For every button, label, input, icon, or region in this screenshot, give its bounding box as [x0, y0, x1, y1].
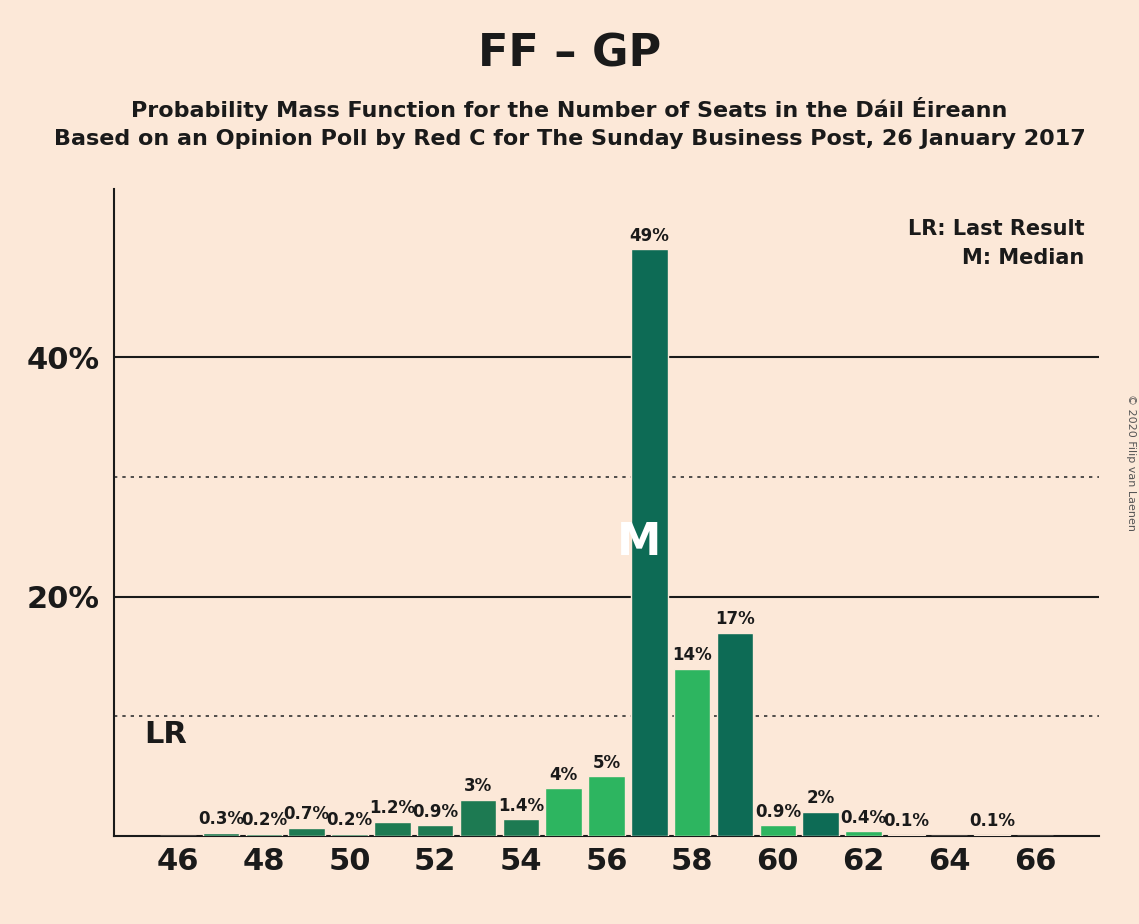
Bar [974, 835, 1010, 836]
Text: 0.4%: 0.4% [841, 808, 886, 827]
Bar [203, 833, 239, 836]
Bar [589, 776, 624, 836]
Bar [888, 835, 925, 836]
Text: M: M [616, 521, 661, 565]
Text: 0.7%: 0.7% [284, 805, 329, 823]
Text: 0.3%: 0.3% [198, 809, 244, 828]
Text: 0.9%: 0.9% [412, 803, 458, 821]
Text: LR: LR [144, 720, 187, 749]
Text: LR: Last Result: LR: Last Result [908, 218, 1084, 238]
Bar [631, 249, 667, 836]
Text: 1.4%: 1.4% [498, 796, 544, 815]
Text: 2%: 2% [806, 789, 835, 808]
Text: 14%: 14% [672, 646, 712, 663]
Bar [331, 833, 368, 836]
Text: 0.2%: 0.2% [240, 811, 287, 829]
Text: 0.1%: 0.1% [969, 812, 1015, 831]
Bar [760, 825, 796, 836]
Text: M: Median: M: Median [962, 248, 1084, 268]
Bar [288, 828, 325, 836]
Bar [374, 821, 410, 836]
Text: © 2020 Filip van Laenen: © 2020 Filip van Laenen [1126, 394, 1136, 530]
Text: 0.9%: 0.9% [755, 803, 801, 821]
Bar [246, 833, 282, 836]
Bar [716, 633, 753, 836]
Bar [502, 820, 539, 836]
Bar [417, 825, 453, 836]
Text: 5%: 5% [592, 754, 621, 772]
Bar [460, 800, 497, 836]
Text: 1.2%: 1.2% [369, 799, 416, 817]
Text: FF – GP: FF – GP [478, 32, 661, 76]
Text: 17%: 17% [715, 610, 755, 627]
Text: Based on an Opinion Poll by Red C for The Sunday Business Post, 26 January 2017: Based on an Opinion Poll by Red C for Th… [54, 129, 1085, 150]
Bar [546, 788, 582, 836]
Bar [803, 812, 839, 836]
Text: 49%: 49% [630, 226, 670, 245]
Text: 0.2%: 0.2% [327, 811, 372, 829]
Text: 0.1%: 0.1% [884, 812, 929, 831]
Text: 4%: 4% [549, 765, 577, 784]
Bar [845, 832, 882, 836]
Bar [674, 669, 711, 836]
Text: 3%: 3% [464, 777, 492, 796]
Text: Probability Mass Function for the Number of Seats in the Dáil Éireann: Probability Mass Function for the Number… [131, 97, 1008, 121]
